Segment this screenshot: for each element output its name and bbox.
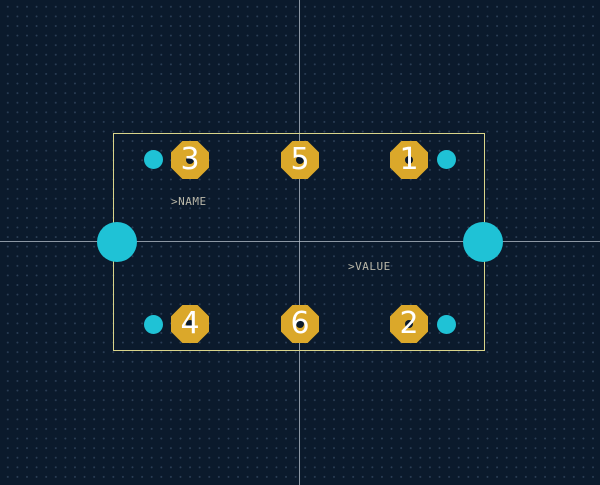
pad-number: 4: [180, 306, 200, 341]
pad-number: 6: [290, 306, 310, 341]
x-axis-crosshair: [0, 241, 600, 242]
value-label[interactable]: >VALUE: [348, 260, 391, 273]
pad-5[interactable]: 5: [281, 141, 319, 179]
pad-drill-hole: [186, 156, 194, 164]
pad-drill-hole: [186, 320, 194, 328]
pad-drill-hole: [296, 156, 304, 164]
via-top-right[interactable]: [437, 150, 456, 169]
pad-3[interactable]: 3: [171, 141, 209, 179]
mounting-hole-right[interactable]: [463, 222, 503, 262]
pad-drill-hole: [405, 320, 413, 328]
pad-number: 2: [399, 306, 419, 341]
pad-1[interactable]: 1: [390, 141, 428, 179]
pad-number: 1: [399, 142, 419, 177]
via-bottom-right[interactable]: [437, 315, 456, 334]
y-axis-crosshair: [299, 0, 300, 485]
pad-number: 5: [290, 142, 310, 177]
mounting-hole-left[interactable]: [97, 222, 137, 262]
pad-number: 3: [180, 142, 200, 177]
pad-2[interactable]: 2: [390, 305, 428, 343]
pad-4[interactable]: 4: [171, 305, 209, 343]
pad-6[interactable]: 6: [281, 305, 319, 343]
via-top-left[interactable]: [144, 150, 163, 169]
pad-drill-hole: [405, 156, 413, 164]
name-label[interactable]: >NAME: [171, 195, 207, 208]
via-bottom-left[interactable]: [144, 315, 163, 334]
pad-drill-hole: [296, 320, 304, 328]
